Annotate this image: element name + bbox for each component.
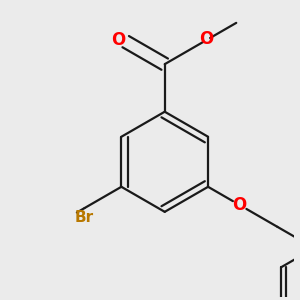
Text: O: O <box>232 196 246 214</box>
Text: Br: Br <box>74 210 94 225</box>
Text: O: O <box>111 31 125 49</box>
Text: O: O <box>200 30 214 48</box>
